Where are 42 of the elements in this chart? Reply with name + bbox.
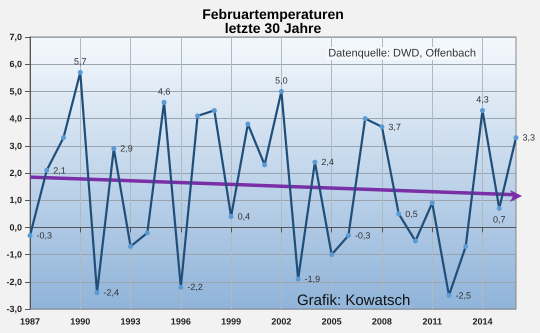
y-tick-label: 0,0 xyxy=(9,222,22,232)
x-tick-label: 2008 xyxy=(372,316,392,326)
data-label: -1,9 xyxy=(304,274,320,284)
x-tick-label: 1990 xyxy=(70,316,90,326)
data-label: 2,4 xyxy=(321,157,334,168)
y-tick-label: 4,0 xyxy=(9,114,22,124)
y-tick-label: -2,0 xyxy=(6,276,22,287)
data-label: -2,4 xyxy=(104,288,120,298)
x-tick-label: 1987 xyxy=(20,316,40,326)
data-label: -2,2 xyxy=(187,282,203,292)
data-label: 3,7 xyxy=(388,122,401,132)
y-tick-label: 2,0 xyxy=(9,168,22,178)
y-tick-label: 5,0 xyxy=(9,86,22,96)
data-label: 5,0 xyxy=(275,75,288,86)
data-label: 0,4 xyxy=(238,212,250,222)
data-label: 2,1 xyxy=(53,165,66,176)
x-tick-label: 2002 xyxy=(271,316,292,326)
data-label: -0,3 xyxy=(354,230,370,241)
data-label: 0,7 xyxy=(492,214,506,224)
data-label: 2,9 xyxy=(120,144,133,154)
x-tick-label: 1993 xyxy=(120,316,141,326)
x-tick-label: 2011 xyxy=(422,316,442,326)
data-label: 5,7 xyxy=(74,56,87,66)
x-tick-label: 1999 xyxy=(221,316,242,326)
x-tick-label: 2014 xyxy=(472,316,492,326)
x-tick-label: 2005 xyxy=(322,316,342,326)
y-tick-label: 3,0 xyxy=(9,140,22,151)
data-label: 4,6 xyxy=(158,86,170,96)
y-tick-label: 6,0 xyxy=(9,59,22,70)
annotation: Datenquelle: DWD, Offenbach xyxy=(328,48,476,60)
data-label: 4,3 xyxy=(476,94,489,104)
y-tick-label: -1,0 xyxy=(6,250,22,260)
data-label: 0,5 xyxy=(405,208,418,219)
y-tick-label: 7,0 xyxy=(9,32,22,42)
annotation: Grafik: Kowatsch xyxy=(297,292,410,309)
x-tick-label: 1996 xyxy=(170,316,191,326)
data-label: -0,3 xyxy=(36,230,52,241)
data-label: 3,3 xyxy=(522,132,536,143)
y-tick-label: -3,0 xyxy=(6,304,22,314)
data-label: -2,5 xyxy=(455,290,471,300)
chart-title: Februartemperaturen xyxy=(202,6,344,22)
y-tick-label: 1,0 xyxy=(9,195,22,206)
